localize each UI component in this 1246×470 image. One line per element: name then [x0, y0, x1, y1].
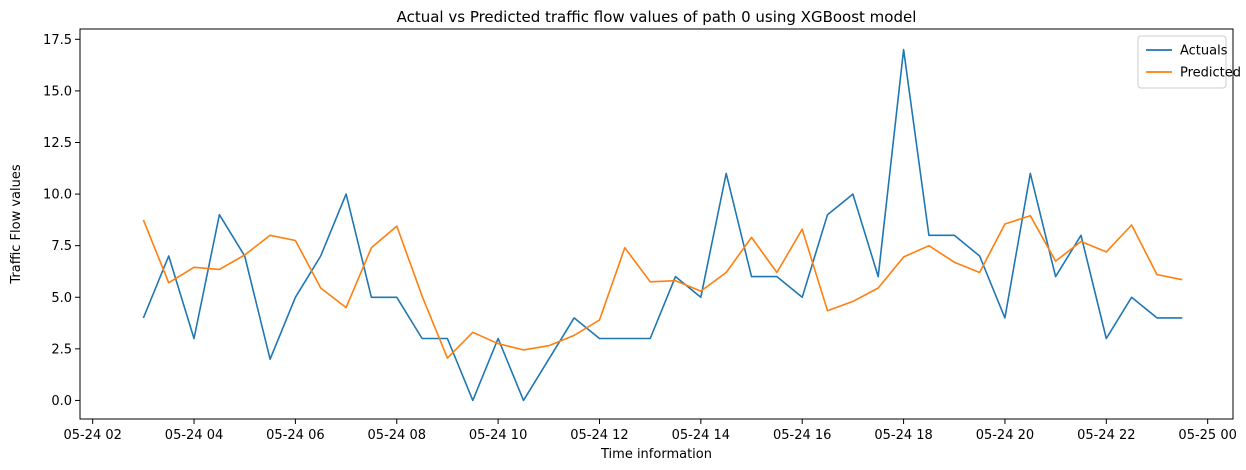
legend-label-actuals: Actuals — [1180, 44, 1228, 59]
x-tick-label: 05-24 16 — [773, 428, 831, 443]
x-tick-label: 05-24 10 — [469, 428, 527, 443]
x-tick-label: 05-24 18 — [874, 428, 932, 443]
x-tick-label: 05-24 12 — [570, 428, 628, 443]
y-tick-label: 17.5 — [43, 33, 72, 48]
x-axis: 05-24 02 05-24 04 05-24 06 05-24 08 05-24 10… — [63, 419, 1237, 443]
x-tick-label: 05-24 08 — [368, 428, 426, 443]
series-line-predicted — [142, 214, 1183, 359]
y-axis-title: Traffic Flow values — [9, 164, 24, 285]
y-tick-label: 5.0 — [51, 291, 72, 306]
legend: Actuals Predicted — [1137, 35, 1241, 89]
y-tick-label: 7.5 — [51, 239, 72, 254]
y-tick-label: 0.0 — [51, 394, 72, 409]
x-tick-label: 05-24 02 — [63, 428, 121, 443]
series-line-actuals — [142, 48, 1183, 402]
plot-frame — [79, 28, 1234, 420]
x-axis-title: Time information — [600, 447, 712, 462]
y-tick-label: 12.5 — [43, 136, 72, 151]
plot-area: 0.02.55.07.510.012.515.017.5 05-24 02 05-… — [43, 28, 1237, 443]
y-tick-label: 10.0 — [43, 188, 72, 203]
y-tick-label: 15.0 — [43, 84, 72, 99]
x-tick-label: 05-24 06 — [266, 428, 324, 443]
y-axis: 0.0 2.5 5.0 7.5 10.0 12.5 15.0 17.5 — [43, 33, 80, 409]
chart-title: Actual vs Predicted traffic flow values … — [397, 8, 917, 26]
x-tick-label: 05-24 04 — [165, 428, 223, 443]
y-tick-label: 2.5 — [51, 342, 72, 357]
x-tick-label: 05-24 22 — [1077, 428, 1135, 443]
x-tick-label: 05-24 14 — [672, 428, 730, 443]
legend-label-predicted: Predicted — [1180, 66, 1241, 81]
legend-box — [1137, 35, 1227, 89]
x-tick-label: 05-25 00 — [1178, 428, 1236, 443]
x-tick-label: 05-24 20 — [976, 428, 1034, 443]
series-lines — [142, 48, 1183, 402]
